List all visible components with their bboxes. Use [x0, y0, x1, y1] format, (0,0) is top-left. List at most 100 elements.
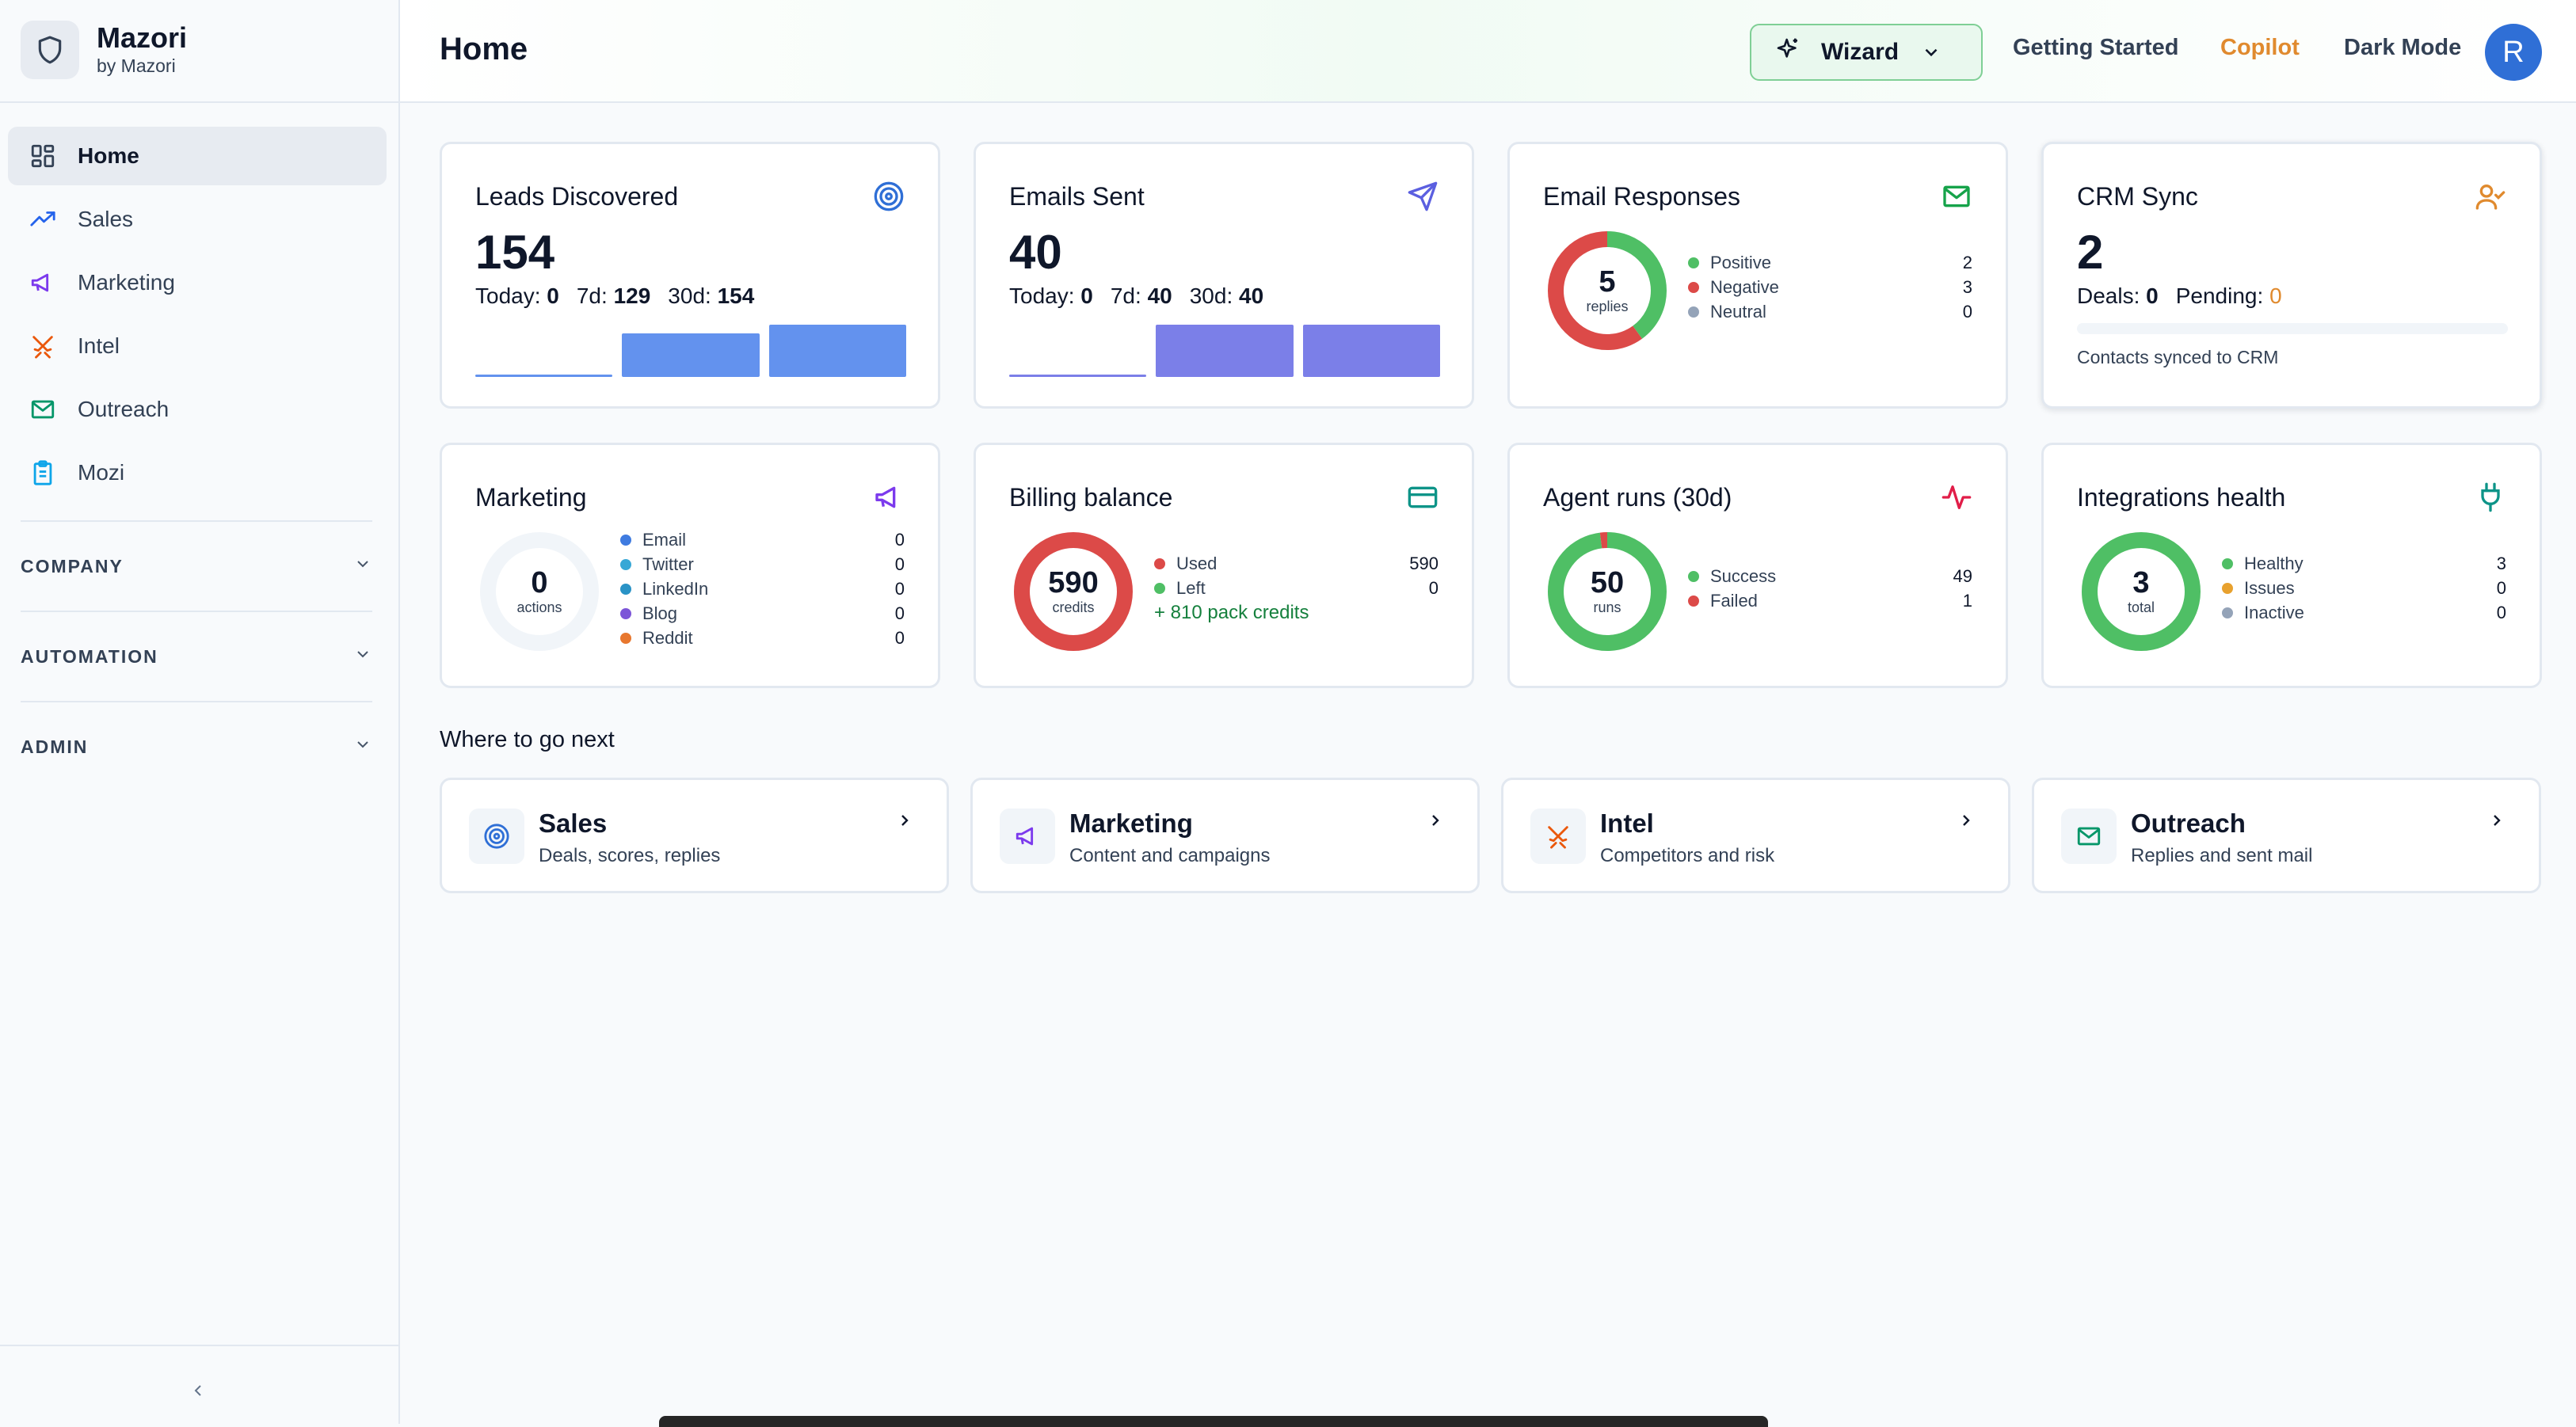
- sparkles-icon: [1775, 36, 1801, 68]
- section-automation[interactable]: AUTOMATION: [21, 611, 372, 701]
- legend-dot: [1688, 281, 1699, 293]
- billing-balance-card[interactable]: Billing balance 590 credits Used 590 Left…: [974, 443, 1474, 688]
- spark-bar: [475, 375, 613, 377]
- integrations-health-card[interactable]: Integrations health 3 total Healthy 3 Iss…: [2041, 443, 2542, 688]
- clipboard-icon: [27, 457, 59, 489]
- emails-sent-card[interactable]: Emails Sent 40 Today: 0 7d: 40 30d: 40: [974, 142, 1474, 409]
- section-admin[interactable]: ADMIN: [21, 701, 372, 791]
- legend-value: 49: [1953, 565, 1972, 586]
- next-card-outreach[interactable]: Outreach Replies and sent mail: [2032, 778, 2541, 893]
- billing-donut: 590 credits: [1009, 527, 1137, 656]
- sidebar-item-intel[interactable]: Intel: [8, 317, 387, 375]
- leads-sparkbars: [475, 325, 906, 377]
- legend-value: 0: [1428, 577, 1439, 598]
- crm-sync-card[interactable]: CRM Sync 2 Deals: 0 Pending: 0 Contacts s…: [2041, 142, 2542, 409]
- legend-label: Reddit: [642, 627, 693, 648]
- legend-row: Healthy 3: [2222, 551, 2506, 576]
- wizard-button[interactable]: Wizard: [1750, 24, 1983, 81]
- legend-row: Blog 0: [620, 601, 905, 626]
- donut-value: 0: [531, 566, 548, 599]
- donut-value: 50: [1590, 566, 1625, 599]
- legend-row: Success 49: [1688, 564, 1972, 588]
- legend-dot: [2222, 557, 2233, 569]
- card-title: Email Responses: [1543, 182, 1740, 211]
- sidebar-item-marketing[interactable]: Marketing: [8, 253, 387, 312]
- collapse-sidebar-button[interactable]: [182, 1376, 214, 1408]
- trend-up-icon: [27, 204, 59, 235]
- card-title: CRM Sync: [2077, 182, 2198, 211]
- leads-discovered-card[interactable]: Leads Discovered 154 Today: 0 7d: 129 30d:…: [440, 142, 940, 409]
- page-title: Home: [440, 32, 528, 67]
- brand-name: Mazori: [97, 21, 188, 54]
- legend-row: Inactive 0: [2222, 600, 2506, 625]
- sidebar-item-home[interactable]: Home: [8, 127, 387, 185]
- target-icon: [469, 809, 524, 864]
- legend-label: Email: [642, 529, 687, 550]
- sidebar-item-mozi[interactable]: Mozi: [8, 443, 387, 502]
- next-card-sales[interactable]: Sales Deals, scores, replies: [440, 778, 949, 893]
- marketing-card[interactable]: Marketing 0 actions Email 0 Twitter 0 Link…: [440, 443, 940, 688]
- next-card-marketing[interactable]: Marketing Content and campaigns: [970, 778, 1480, 893]
- card-title: Integrations health: [2077, 483, 2286, 512]
- plug-icon: [2473, 480, 2508, 515]
- shield-logo-icon: [21, 21, 79, 79]
- copilot-link[interactable]: Copilot: [2220, 35, 2300, 60]
- emails-count: 40: [1009, 226, 1062, 279]
- nav-card-title: Sales: [539, 809, 608, 838]
- agent-runs-card[interactable]: Agent runs (30d) 50 runs Success 49 Faile…: [1507, 443, 2008, 688]
- legend-label: Negative: [1710, 276, 1779, 297]
- legend-row: Email 0: [620, 527, 905, 552]
- spark-bar: [622, 333, 760, 377]
- legend-label: Healthy: [2244, 553, 2304, 573]
- stat-label: Today:: [1009, 283, 1075, 308]
- emails-sparkbars: [1009, 325, 1440, 377]
- chevron-down-icon: [1921, 42, 1942, 63]
- legend-dot: [620, 534, 631, 546]
- sidebar-item-outreach[interactable]: Outreach: [8, 380, 387, 439]
- email-responses-card[interactable]: Email Responses 5 replies Positive 2 Nega…: [1507, 142, 2008, 409]
- legend-label: Twitter: [642, 554, 694, 574]
- legend-label: Used: [1176, 553, 1218, 573]
- dark-mode-toggle[interactable]: Dark Mode: [2344, 35, 2462, 60]
- sidebar-item-label: Marketing: [78, 270, 175, 295]
- bottom-scrollbar[interactable]: [659, 1416, 1768, 1427]
- card-title: Agent runs (30d): [1543, 483, 1732, 512]
- megaphone-icon: [27, 267, 59, 299]
- legend-value: 0: [894, 554, 905, 574]
- donut-label: total: [2127, 599, 2155, 615]
- legend-dot: [2222, 607, 2233, 618]
- spark-bar: [768, 325, 906, 377]
- divider: [0, 101, 398, 103]
- legend-label: Positive: [1710, 252, 1772, 272]
- stat-value: 40: [1147, 283, 1172, 308]
- credit-card-icon: [1405, 480, 1440, 515]
- legend-dot: [1688, 257, 1699, 268]
- next-card-intel[interactable]: Intel Competitors and risk: [1501, 778, 2010, 893]
- mail-icon: [27, 394, 59, 425]
- stat-value: 0: [2269, 283, 2282, 308]
- donut-chart: [1548, 532, 1667, 651]
- chevron-right-icon: [893, 809, 916, 832]
- crm-caption: Contacts synced to CRM: [2077, 347, 2279, 367]
- grid-icon: [27, 140, 59, 172]
- section-company[interactable]: COMPANY: [21, 520, 372, 611]
- sidebar-nav: Home Sales Marketing Intel Outreach: [8, 127, 387, 507]
- donut-slice: [1548, 532, 1667, 651]
- nav-card-subtitle: Content and campaigns: [1069, 845, 1271, 866]
- legend-value: 3: [1962, 276, 1972, 297]
- stat-label: Pending:: [2175, 283, 2264, 308]
- section-label: COMPANY: [21, 555, 124, 577]
- leads-period-stats: Today: 0 7d: 129 30d: 154: [475, 283, 772, 309]
- legend-row: Failed 1: [1688, 588, 1972, 613]
- sidebar-item-sales[interactable]: Sales: [8, 190, 387, 249]
- brand[interactable]: Mazori by Mazori: [21, 21, 187, 79]
- avatar[interactable]: R: [2485, 24, 2542, 81]
- chevron-left-icon: [189, 1381, 208, 1404]
- legend-value: 0: [894, 529, 905, 550]
- nav-card-title: Marketing: [1069, 809, 1193, 838]
- sidebar-item-label: Outreach: [78, 397, 170, 421]
- crm-stats: Deals: 0 Pending: 0: [2077, 283, 2300, 309]
- card-title: Billing balance: [1009, 483, 1173, 512]
- getting-started-link[interactable]: Getting Started: [2013, 35, 2179, 60]
- integrations-legend: Healthy 3 Issues 0 Inactive 0: [2222, 551, 2506, 625]
